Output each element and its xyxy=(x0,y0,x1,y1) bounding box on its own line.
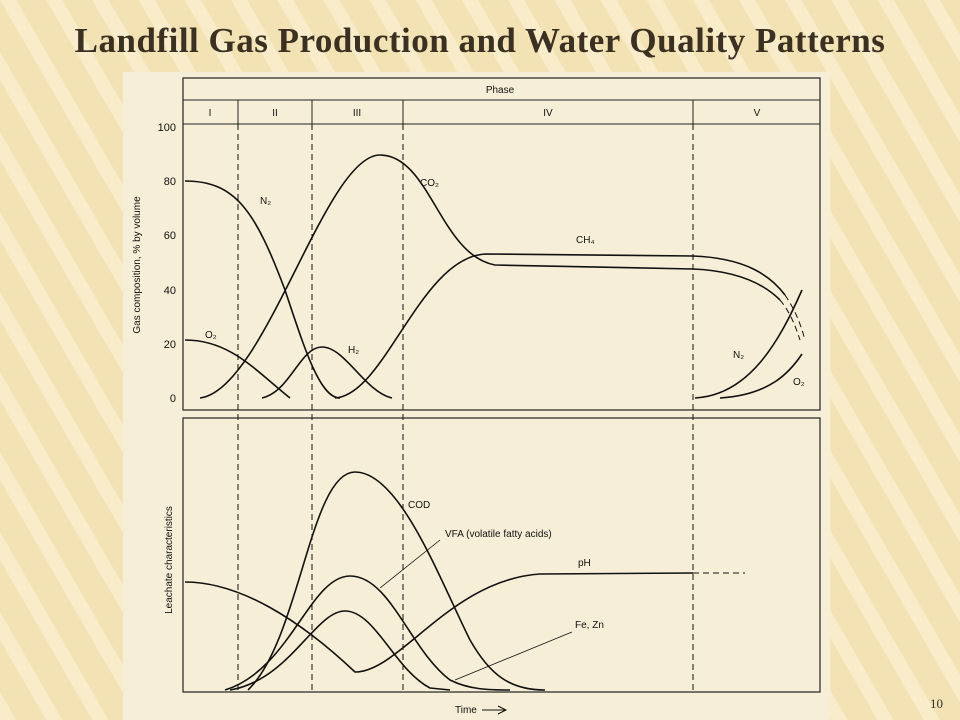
y-tick-label: 20 xyxy=(164,339,176,351)
figure: Phase I II III IV V 100 80 60 40 20 0 Ga… xyxy=(123,72,830,720)
curve-label: COD xyxy=(408,500,430,511)
curve-label: CO₂ xyxy=(420,178,439,189)
curve-label: VFA (volatile fatty acids) xyxy=(445,529,552,540)
phase-label: III xyxy=(353,108,361,119)
y-axis-label: Leachate characteristics xyxy=(164,506,175,614)
y-tick-label: 80 xyxy=(164,176,176,188)
phase-boundaries xyxy=(237,100,694,692)
gas-panel xyxy=(182,77,821,411)
phase-label: II xyxy=(272,108,278,119)
y-axis-label: Gas composition, % by volume xyxy=(132,196,143,334)
y-tick-label: 100 xyxy=(158,122,176,134)
page-number: 10 xyxy=(930,696,943,711)
curve-label: pH xyxy=(578,558,591,569)
phase-label: V xyxy=(754,108,761,119)
curve-label: H₂ xyxy=(348,345,359,356)
phase-label: I xyxy=(209,108,212,119)
leachate-curves xyxy=(184,471,745,691)
slide-title: Landfill Gas Production and Water Qualit… xyxy=(75,21,886,60)
phase-header: Phase xyxy=(486,85,515,96)
y-tick-label: 60 xyxy=(164,230,176,242)
phase-label: IV xyxy=(543,108,553,119)
curve-label: N₂ xyxy=(733,350,744,361)
figure-background xyxy=(123,72,830,720)
y-tick-label: 40 xyxy=(164,285,176,297)
y-tick-label: 0 xyxy=(170,393,176,405)
curve-label: O₂ xyxy=(793,377,805,388)
time-arrow xyxy=(482,705,508,715)
curve-label: CH₄ xyxy=(576,235,595,246)
leachate-panel xyxy=(182,417,821,693)
gas-curves xyxy=(184,154,806,399)
curve-label: N₂ xyxy=(260,196,271,207)
x-axis-label: Time xyxy=(455,705,477,716)
curve-label: Fe, Zn xyxy=(575,620,604,631)
curve-label: O₂ xyxy=(205,330,217,341)
